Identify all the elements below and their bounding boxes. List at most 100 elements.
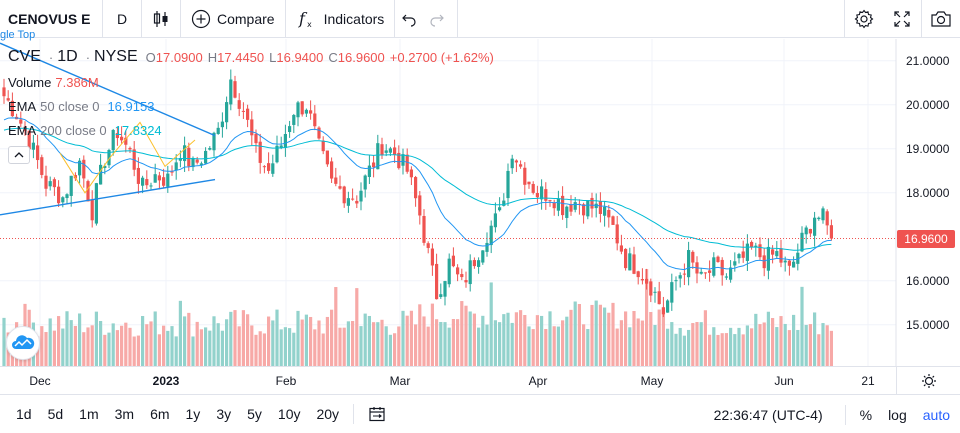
bottombar-divider — [353, 404, 355, 424]
chart-pane[interactable]: 21.0000 20.0000 19.0000 18.0000 16.0000 15.00… — [0, 39, 960, 366]
legend-volume-row[interactable]: Volume 7.386M — [8, 70, 499, 94]
tradingview-logo[interactable] — [6, 326, 40, 360]
volume-bar — [825, 325, 829, 366]
volume-bar — [565, 316, 569, 366]
legend-symbol: CVE — [8, 48, 41, 65]
candle-body — [687, 250, 691, 278]
candle-body — [531, 183, 535, 193]
volume-bar — [556, 326, 560, 366]
volume-bar — [321, 333, 325, 366]
candle-body — [220, 121, 224, 128]
candle-body — [741, 251, 745, 258]
volume-bar — [577, 304, 581, 366]
candle-body — [544, 189, 548, 201]
candle-body — [23, 126, 27, 132]
candle-body — [267, 163, 271, 171]
range-10y[interactable]: 10y — [277, 406, 301, 422]
range-6m[interactable]: 6m — [150, 406, 170, 422]
auto-scale-toggle[interactable]: auto — [922, 406, 950, 423]
range-3y[interactable]: 3y — [216, 406, 232, 422]
symbol-search-button[interactable]: CENOVUS E — [8, 10, 91, 27]
candle-body — [174, 162, 178, 171]
range-20y[interactable]: 20y — [316, 406, 340, 422]
candle-body — [204, 150, 208, 164]
ohlc-high-value: 17.4450 — [217, 49, 265, 65]
candle-body — [670, 282, 674, 303]
range-1m[interactable]: 1m — [79, 406, 99, 422]
candle-body — [762, 255, 766, 269]
settings-button[interactable] — [845, 0, 883, 38]
goto-date-button[interactable] — [360, 395, 394, 433]
candle-body — [565, 206, 569, 218]
volume-bar — [783, 323, 787, 366]
compare-button[interactable]: Compare — [181, 0, 285, 38]
volume-bar — [489, 282, 493, 366]
range-5d[interactable]: 5d — [47, 406, 64, 422]
redo-button[interactable] — [423, 0, 451, 38]
volume-bar — [531, 329, 535, 366]
price-chart[interactable]: 21.0000 20.0000 19.0000 18.0000 16.0000 15.00… — [0, 39, 960, 366]
candle-body — [115, 133, 119, 139]
interval-button[interactable]: D — [116, 10, 128, 27]
legend-ema200-row[interactable]: EMA 200 close 0 17.8324 — [8, 118, 499, 142]
volume-bar — [695, 322, 699, 366]
candle-body — [208, 148, 212, 150]
candle-body — [44, 175, 48, 189]
volume-bar — [208, 330, 212, 366]
volume-bar — [460, 301, 464, 366]
candle-body — [283, 134, 287, 148]
volume-bar — [338, 327, 342, 366]
indicators-button[interactable]: f x Indicators — [286, 0, 395, 38]
time-label-year: 2023 — [152, 374, 180, 388]
candle-body — [409, 169, 413, 178]
candle-body — [464, 280, 468, 283]
snapshot-button[interactable] — [922, 0, 960, 38]
candle-body — [779, 248, 783, 263]
volume-bar — [594, 300, 598, 366]
ohlc-close-value: 16.9600 — [337, 49, 385, 65]
candle-body — [258, 141, 262, 163]
candle-body — [2, 87, 6, 97]
axis-settings-button[interactable] — [896, 367, 960, 395]
log-scale-toggle[interactable]: log — [888, 406, 907, 423]
volume-bar — [334, 287, 338, 366]
fullscreen-button[interactable] — [883, 0, 921, 38]
time-axis[interactable]: Dec 2023 Feb Mar Apr May Jun 21 — [0, 366, 960, 395]
candle-body — [262, 166, 266, 168]
range-1y[interactable]: 1y — [185, 406, 201, 422]
candle-body — [460, 274, 464, 278]
candle-body — [766, 246, 770, 271]
volume-bar — [367, 315, 371, 366]
volume-bar — [523, 314, 527, 366]
undo-button[interactable] — [395, 0, 423, 38]
percent-scale-toggle[interactable]: % — [859, 406, 873, 423]
volume-bar — [174, 336, 178, 366]
volume-bar — [292, 332, 296, 366]
volume-bar — [628, 327, 632, 366]
candle-body — [250, 119, 254, 136]
candle-body — [481, 250, 485, 263]
volume-bar — [703, 310, 707, 366]
clock-timezone[interactable]: 22:36:47 (UTC-4) — [713, 406, 823, 423]
volume-bar — [258, 331, 262, 366]
candle-body — [640, 279, 644, 281]
candle-body — [632, 254, 636, 274]
volume-bar — [561, 320, 565, 366]
range-1d[interactable]: 1d — [16, 406, 32, 422]
pattern-zigzag — [59, 121, 196, 194]
volume-bar — [729, 327, 733, 366]
candle-body — [367, 165, 371, 177]
volume-bar — [464, 305, 468, 366]
candle-body — [254, 133, 258, 144]
candle-body — [829, 225, 833, 239]
candle-body — [733, 261, 737, 266]
candle-body — [10, 100, 14, 117]
range-5y[interactable]: 5y — [247, 406, 262, 422]
legend-ema50-row[interactable]: EMA 50 close 0 16.9153 — [8, 94, 499, 118]
candle-body — [750, 241, 754, 248]
volume-bar — [267, 316, 271, 366]
chart-style-button[interactable] — [142, 0, 180, 38]
range-3m[interactable]: 3m — [114, 406, 135, 422]
volume-bar — [724, 333, 728, 366]
legend-collapse-button[interactable] — [8, 146, 30, 164]
